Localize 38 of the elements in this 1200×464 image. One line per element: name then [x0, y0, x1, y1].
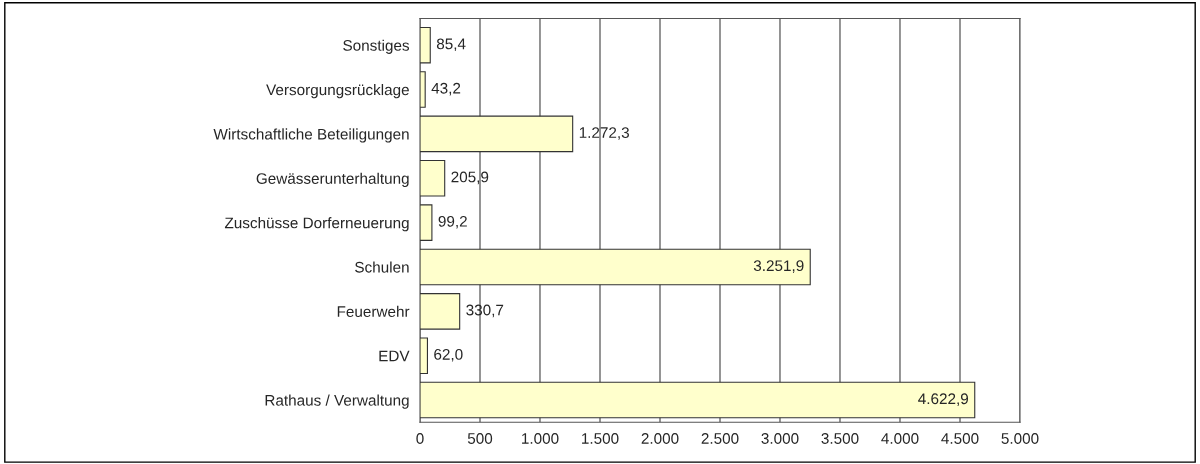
data-label: 85,4 — [436, 38, 466, 52]
bar — [420, 337, 428, 374]
y-tick-label: EDV — [379, 350, 410, 362]
data-label: 1.272,3 — [579, 127, 629, 140]
data-label: 330,7 — [466, 304, 504, 318]
x-tick-label: 3.000 — [761, 433, 799, 444]
y-tick-label: Feuerwehr — [337, 305, 410, 318]
bar — [420, 381, 976, 419]
bar — [420, 71, 426, 108]
bar — [420, 26, 431, 64]
x-tick-label: 5.000 — [1001, 433, 1039, 444]
x-tick-label: 2.000 — [641, 433, 679, 444]
bar — [420, 248, 811, 286]
y-tick-label: Sonstiges — [343, 39, 410, 54]
y-tick-label: Wirtschaftliche Beteiligungen — [213, 128, 409, 143]
x-tick-label: 500 — [467, 433, 493, 444]
bar — [420, 204, 433, 241]
x-tick-label: 3.500 — [821, 433, 859, 444]
x-tick-label: 0 — [416, 433, 424, 444]
data-label: 205,9 — [451, 171, 489, 185]
x-tick-label: 4.000 — [881, 433, 919, 444]
data-label: 43,2 — [431, 82, 461, 96]
data-label: 3.251,9 — [753, 260, 804, 273]
x-tick-label: 4.500 — [941, 433, 979, 444]
data-label: 4.622,9 — [918, 393, 969, 406]
y-tick-label: Rathaus / Verwaltung — [265, 394, 409, 409]
data-label: 62,0 — [434, 348, 463, 362]
data-label: 99,2 — [438, 215, 467, 229]
x-tick-label: 1.000 — [522, 433, 559, 444]
y-tick-label: Versorgungsrücklage — [266, 84, 409, 99]
y-tick-label: Zuschüsse Dorferneuerung — [224, 217, 409, 232]
x-tick-label: 2.500 — [701, 433, 739, 444]
y-tick-label: Schulen — [355, 261, 409, 273]
bar — [420, 293, 461, 330]
x-tick-label: 1.500 — [582, 433, 619, 444]
bar — [420, 115, 574, 153]
bar — [420, 159, 446, 197]
y-tick-label: Gewässerunterhaltung — [256, 172, 409, 187]
